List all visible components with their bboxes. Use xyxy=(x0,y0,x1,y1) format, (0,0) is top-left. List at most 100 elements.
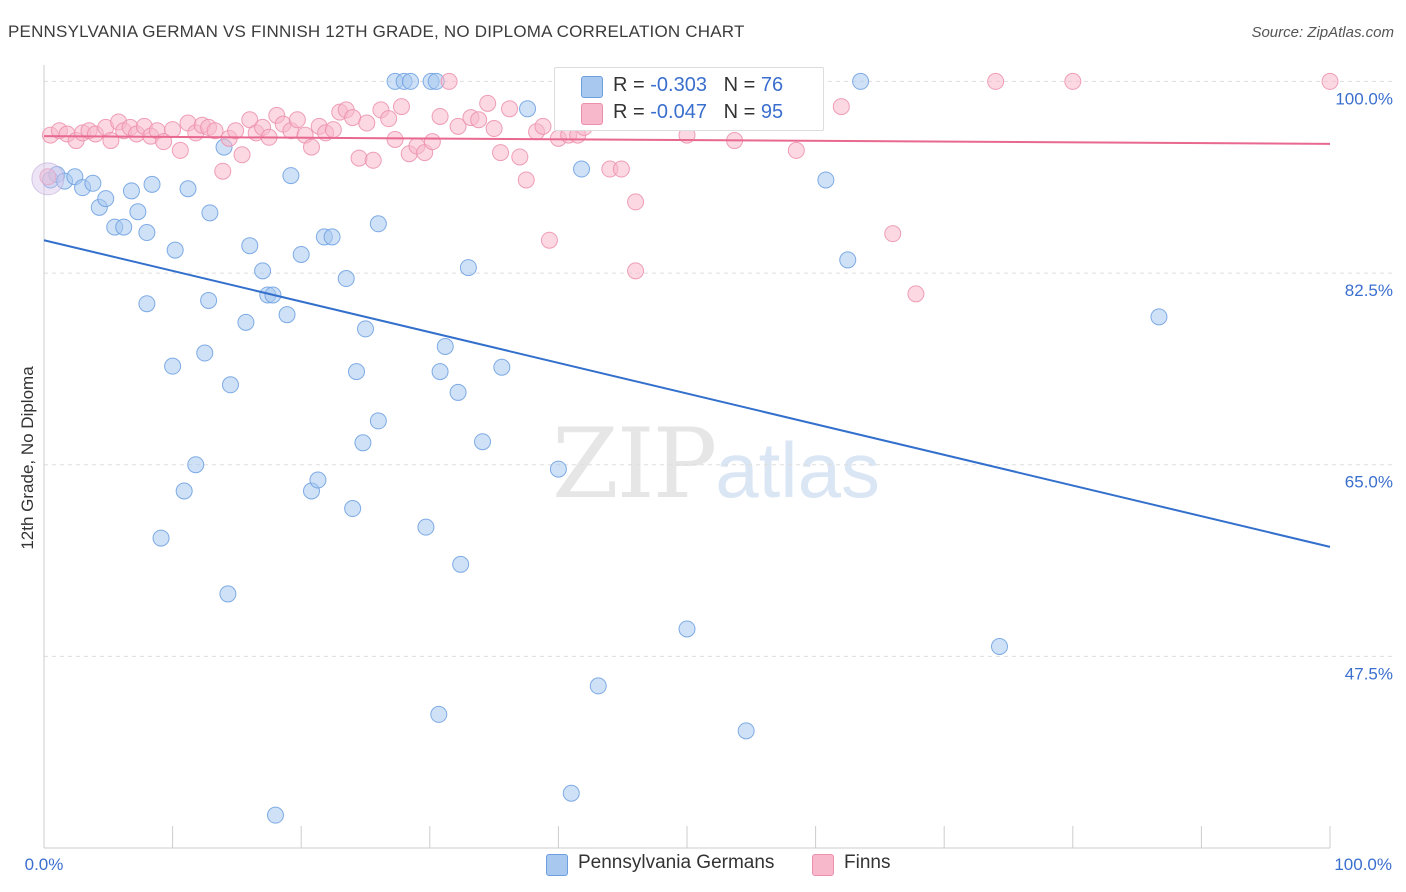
data-point-finns xyxy=(288,111,306,129)
n-value: 95 xyxy=(760,101,784,123)
legend-swatch-blue xyxy=(546,854,568,876)
data-point-pennsylvania-germans xyxy=(678,620,696,638)
watermark: ZIPatlas xyxy=(552,408,880,520)
data-point-finns xyxy=(214,162,232,180)
r-value: -0.047 xyxy=(650,101,707,123)
data-point-pennsylvania-germans xyxy=(449,383,467,401)
data-point-finns xyxy=(364,151,382,169)
trend-line-finns xyxy=(43,135,1331,145)
data-point-pennsylvania-germans xyxy=(519,100,537,118)
data-point-pennsylvania-germans xyxy=(323,228,341,246)
data-point-finns xyxy=(492,144,510,162)
data-point-pennsylvania-germans xyxy=(493,358,511,376)
data-point-pennsylvania-germans xyxy=(282,167,300,185)
data-point-finns xyxy=(1321,72,1339,90)
data-point-finns xyxy=(423,133,441,151)
data-point-finns xyxy=(440,72,458,90)
source-label: Source: ZipAtlas.com xyxy=(1251,24,1394,41)
data-point-finns xyxy=(501,100,519,118)
data-point-pennsylvania-germans xyxy=(97,190,115,208)
data-point-pennsylvania-germans xyxy=(237,313,255,331)
r-label: R = xyxy=(613,101,651,123)
data-point-pennsylvania-germans xyxy=(187,456,205,474)
x-tick-label: 100.0% xyxy=(1334,855,1392,874)
data-point-finns xyxy=(302,138,320,156)
data-point-finns xyxy=(344,109,362,127)
y-axis-label: 12th Grade, No Diploma xyxy=(18,366,37,550)
data-point-finns xyxy=(227,122,245,140)
data-point-pennsylvania-germans xyxy=(221,376,239,394)
data-point-pennsylvania-germans xyxy=(436,337,454,355)
n-label: N = xyxy=(723,101,761,123)
data-point-finns xyxy=(627,193,645,211)
data-point-finns xyxy=(517,171,535,189)
data-point-pennsylvania-germans xyxy=(839,251,857,269)
data-point-finns xyxy=(393,98,411,116)
data-point-pennsylvania-germans xyxy=(129,203,147,221)
data-point-finns xyxy=(358,114,376,132)
data-point-pennsylvania-germans xyxy=(337,270,355,288)
data-point-finns xyxy=(39,168,57,186)
data-point-pennsylvania-germans xyxy=(164,357,182,375)
data-point-pennsylvania-germans xyxy=(990,638,1008,656)
data-point-finns xyxy=(171,141,189,159)
data-point-pennsylvania-germans xyxy=(138,295,156,313)
data-point-pennsylvania-germans xyxy=(562,784,580,802)
data-point-pennsylvania-germans xyxy=(402,72,420,90)
data-point-finns xyxy=(449,117,467,135)
data-point-pennsylvania-germans xyxy=(166,241,184,259)
data-point-pennsylvania-germans xyxy=(200,291,218,309)
data-point-finns xyxy=(206,122,224,140)
data-point-pennsylvania-germans xyxy=(254,262,272,280)
data-point-pennsylvania-germans xyxy=(143,175,161,193)
data-point-finns xyxy=(479,94,497,112)
legend-label: Finns xyxy=(844,852,891,873)
data-point-finns xyxy=(832,98,850,116)
chart-title: PENNSYLVANIA GERMAN VS FINNISH 12TH GRAD… xyxy=(8,22,745,41)
data-point-pennsylvania-germans xyxy=(201,204,219,222)
data-point-pennsylvania-germans xyxy=(369,412,387,430)
data-point-finns xyxy=(612,160,630,178)
data-point-pennsylvania-germans xyxy=(417,518,435,536)
data-point-finns xyxy=(431,107,449,125)
data-point-pennsylvania-germans xyxy=(138,224,156,242)
data-point-pennsylvania-germans xyxy=(737,722,755,740)
data-point-pennsylvania-germans xyxy=(430,705,448,723)
data-point-finns xyxy=(511,148,529,166)
data-point-finns xyxy=(380,110,398,128)
data-point-pennsylvania-germans xyxy=(357,320,374,338)
data-point-pennsylvania-germans xyxy=(369,215,387,233)
data-point-pennsylvania-germans xyxy=(354,434,372,452)
data-point-finns xyxy=(233,146,251,164)
data-point-finns xyxy=(987,72,1005,90)
watermark-atlas: atlas xyxy=(715,426,880,514)
data-point-pennsylvania-germans xyxy=(459,259,477,277)
n-label: N = xyxy=(723,74,761,96)
data-point-finns xyxy=(540,231,558,249)
data-point-pennsylvania-germans xyxy=(589,677,607,695)
data-point-pennsylvania-germans xyxy=(309,471,327,489)
data-point-pennsylvania-germans xyxy=(573,160,591,178)
data-point-pennsylvania-germans xyxy=(84,174,102,192)
y-tick-label: 100.0% xyxy=(1335,89,1393,108)
stats-legend: R = -0.303 N = 76 R = -0.047 N = 95 xyxy=(554,67,824,131)
data-point-finns xyxy=(884,225,902,243)
data-point-cluster xyxy=(31,162,65,196)
legend-label: Pennsylvania Germans xyxy=(578,852,775,873)
data-point-pennsylvania-germans xyxy=(278,306,296,324)
data-point-pennsylvania-germans xyxy=(292,245,310,263)
data-point-finns xyxy=(627,262,645,280)
data-point-finns xyxy=(324,121,342,139)
data-point-finns xyxy=(787,141,805,159)
data-point-pennsylvania-germans xyxy=(152,529,170,547)
data-point-pennsylvania-germans xyxy=(219,585,237,603)
legend-swatch-pink xyxy=(581,103,603,125)
data-point-finns xyxy=(470,111,488,129)
data-point-pennsylvania-germans xyxy=(474,433,492,451)
x-tick-label: 0.0% xyxy=(25,855,64,874)
data-point-pennsylvania-germans xyxy=(122,182,140,200)
data-point-pennsylvania-germans xyxy=(241,237,259,255)
data-point-finns xyxy=(1064,72,1082,90)
y-tick-label: 65.0% xyxy=(1345,473,1393,492)
